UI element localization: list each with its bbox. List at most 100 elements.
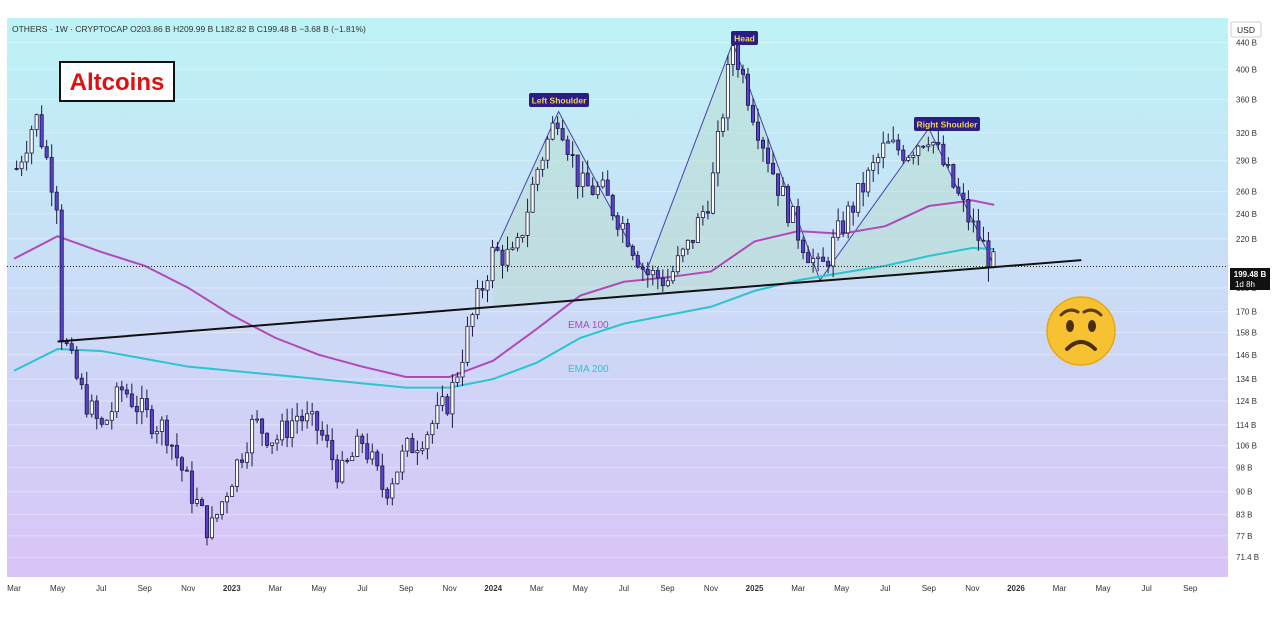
x-tick-label: May [1096, 584, 1111, 593]
candle-down [826, 261, 831, 267]
symbol-ohlc-line: OTHERS · 1W · CRYPTOCAP O203.86 B H209.9… [12, 24, 366, 34]
y-tick-label: 71.4 B [1236, 553, 1259, 562]
price-axis[interactable]: 440 B 400 B 360 B 320 B 290 B 260 B 240 B 220 B… [1236, 39, 1259, 563]
x-tick-label: Jul [1142, 584, 1152, 593]
candle-up [871, 162, 876, 171]
candle-up [154, 431, 159, 435]
candle-up [971, 220, 976, 223]
x-tick-label: Sep [399, 584, 414, 593]
ema100-label: EMA 100 [568, 320, 609, 331]
candle-up [530, 183, 535, 213]
candle-up [235, 459, 240, 487]
candle-down [896, 139, 901, 151]
x-tick-label: May [573, 584, 588, 593]
candle-up [34, 114, 39, 130]
candle-up [720, 117, 725, 132]
price-axis-panel [1228, 18, 1273, 577]
candle-up [340, 459, 345, 483]
x-tick-label: Nov [181, 584, 195, 593]
candle-up [475, 288, 480, 315]
candle-down [129, 393, 134, 407]
candle-down [315, 411, 320, 431]
candle-down [385, 488, 390, 499]
candle-down [630, 245, 635, 256]
candle-up [911, 154, 916, 158]
y-tick-label: 106 B [1236, 441, 1257, 450]
candle-down [776, 173, 781, 196]
y-tick-label: 83 B [1236, 511, 1252, 520]
candle-up [24, 152, 29, 163]
candle-down [94, 400, 99, 419]
candle-up [490, 246, 495, 282]
currency-box[interactable] [1230, 21, 1262, 38]
candle-down [801, 239, 806, 253]
candle-up [725, 64, 730, 119]
neckline-line[interactable] [57, 259, 1082, 343]
time-axis[interactable]: Mar May Jul Sep Nov 2023 Mar May Jul Sep Nov 2024 Ma… [7, 584, 1198, 593]
candle-up [715, 131, 720, 174]
x-tick-label: Nov [965, 584, 979, 593]
candle-down [901, 149, 906, 161]
candle-down [635, 255, 640, 268]
candle-down [961, 192, 966, 200]
candle-up [580, 172, 585, 187]
candle-down [410, 438, 415, 454]
y-tick-label: 400 B [1236, 66, 1257, 75]
candle-up [280, 420, 285, 441]
candle-up [290, 420, 295, 438]
svg-text:Head: Head [734, 34, 755, 44]
candle-up [535, 168, 540, 185]
candle-up [926, 144, 931, 148]
candle-up [350, 456, 355, 461]
x-tick-label: May [834, 584, 849, 593]
y-tick-label: 170 B [1236, 308, 1257, 317]
y-tick-label: 158 B [1236, 328, 1257, 337]
candle-down [124, 389, 129, 395]
x-tick-label: 2024 [484, 584, 502, 593]
y-tick-label: 440 B [1236, 39, 1257, 48]
candle-up [730, 45, 735, 65]
candle-down [981, 239, 986, 242]
candle-up [675, 255, 680, 273]
candle-up [225, 496, 230, 503]
candle-down [740, 69, 745, 75]
candle-up [29, 129, 34, 154]
candle-down [966, 198, 971, 223]
candle-down [360, 435, 365, 445]
candle-down [500, 249, 505, 266]
candle-down [565, 139, 570, 155]
candle-up [270, 442, 275, 446]
candle-up [856, 183, 861, 213]
ema200-line [13, 246, 995, 389]
candle-up [866, 169, 871, 193]
candle-down [79, 377, 84, 386]
candle-up [685, 239, 690, 250]
candle-up [831, 236, 836, 267]
candle-up [485, 280, 490, 291]
candle-down [575, 154, 580, 187]
candle-down [615, 215, 620, 230]
y-tick-label: 98 B [1236, 464, 1252, 473]
candlesticks [14, 34, 996, 546]
candle-down [480, 288, 485, 291]
x-tick-label: May [50, 584, 65, 593]
candle-down [365, 443, 370, 460]
x-tick-label: Nov [704, 584, 718, 593]
candle-down [851, 205, 856, 213]
y-tick-label: 220 B [1236, 235, 1257, 244]
candle-down [796, 206, 801, 241]
candle-up [846, 205, 851, 234]
candle-up [520, 235, 525, 238]
candle-up [886, 141, 891, 144]
candle-up [425, 434, 430, 450]
head-label: Head [731, 31, 758, 45]
y-tick-label: 360 B [1236, 95, 1257, 104]
candle-up [435, 405, 440, 424]
candle-up [390, 483, 395, 499]
candle-down [941, 143, 946, 166]
candle-down [495, 246, 500, 251]
candle-down [936, 141, 941, 145]
candle-up [600, 179, 605, 188]
candle-down [951, 164, 956, 188]
candle-up [89, 400, 94, 415]
